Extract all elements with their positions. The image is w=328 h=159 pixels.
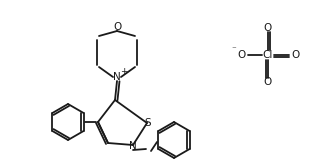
Text: S: S — [145, 118, 151, 128]
Text: N: N — [113, 72, 121, 82]
Text: N: N — [129, 141, 137, 151]
Text: O: O — [237, 50, 245, 60]
Text: O: O — [291, 50, 299, 60]
Text: ⁻: ⁻ — [232, 45, 236, 55]
Text: O: O — [264, 77, 272, 87]
Text: O: O — [264, 23, 272, 33]
Text: +: + — [120, 66, 128, 76]
Text: Cl: Cl — [263, 50, 273, 60]
Text: O: O — [113, 22, 121, 32]
